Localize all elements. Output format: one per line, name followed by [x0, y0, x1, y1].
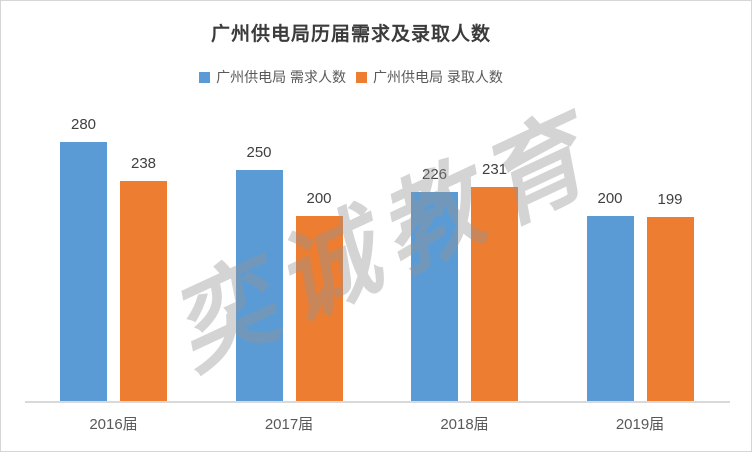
legend-swatch-icon	[199, 71, 211, 83]
legend-item: 广州供电局 需求人数	[199, 67, 346, 87]
value-label: 226	[421, 166, 448, 183]
x-axis-line	[25, 401, 730, 403]
category-label: 2018届	[440, 416, 489, 433]
value-label: 200	[597, 190, 623, 207]
value-label: 280	[70, 116, 97, 133]
bar-admit	[295, 216, 343, 401]
value-label: 199	[657, 191, 683, 208]
category-label: 2016届	[89, 416, 138, 433]
bar-admit	[471, 187, 518, 401]
category-label: 2017届	[264, 416, 314, 433]
legend-swatch-icon	[356, 71, 367, 83]
bar-demand	[586, 216, 634, 401]
value-label: 231	[481, 161, 508, 178]
bar-admit	[120, 181, 167, 401]
legend-label: 广州供电局 录取人数	[373, 69, 503, 85]
bar-demand	[60, 142, 107, 401]
category-label: 2019届	[615, 416, 665, 433]
value-label: 200	[306, 190, 332, 207]
value-label: 238	[130, 155, 157, 172]
value-label: 250	[246, 144, 272, 161]
bar-demand	[235, 170, 283, 401]
legend-label: 广州供电局 需求人数	[216, 69, 346, 85]
legend-item: 广州供电局 录取人数	[356, 67, 503, 87]
chart-title: 广州供电局历届需求及录取人数	[210, 24, 491, 45]
bar-demand	[411, 192, 458, 401]
bar-admit	[646, 217, 694, 401]
legend: 广州供电局 需求人数 广州供电局 录取人数	[1, 67, 701, 87]
